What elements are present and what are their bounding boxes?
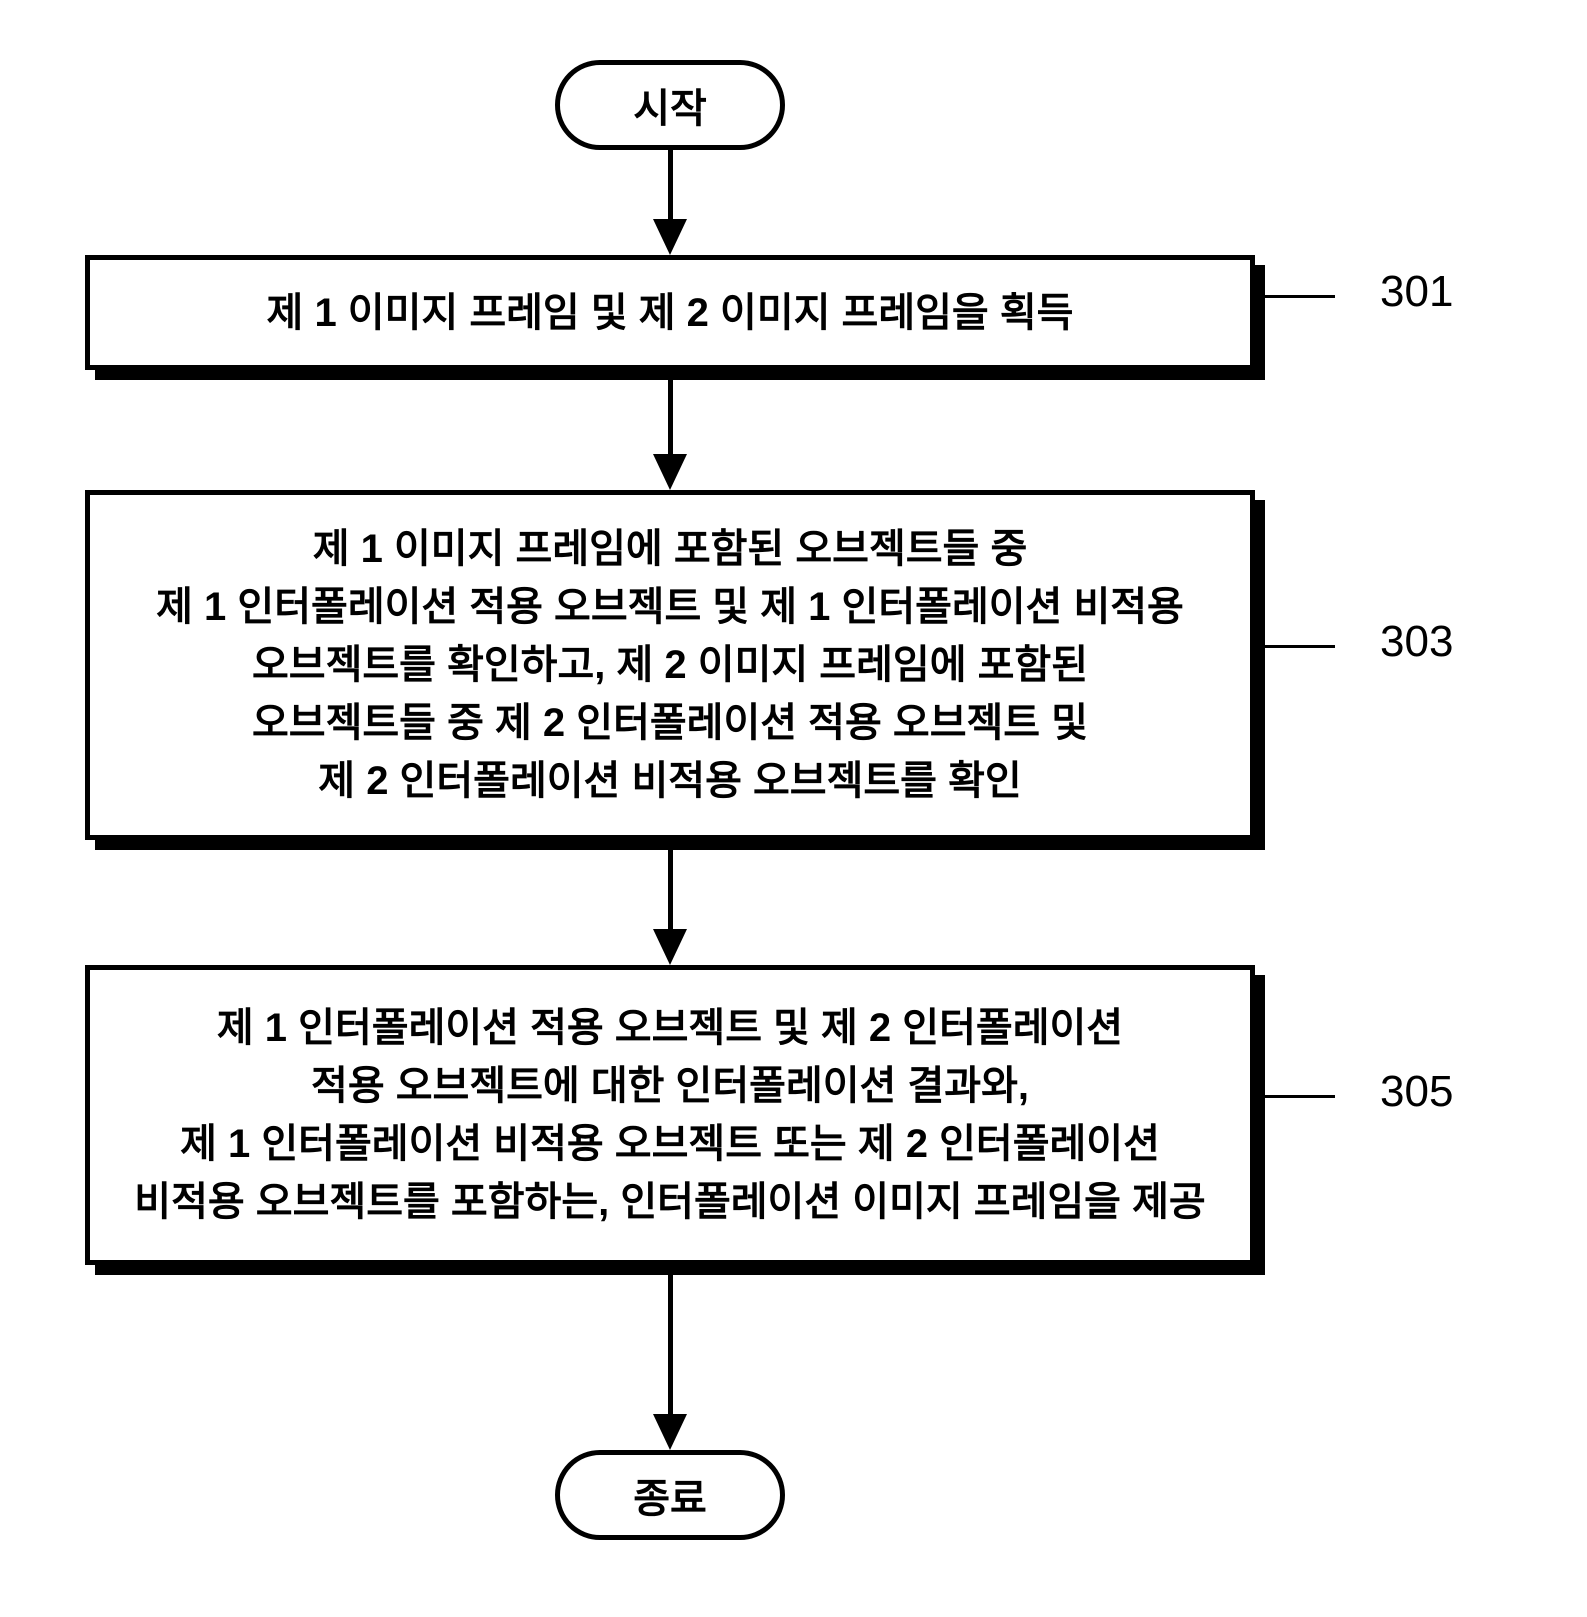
process-shadow — [1255, 265, 1265, 380]
process-shadow — [95, 370, 1265, 380]
arrow-head-icon — [653, 219, 687, 255]
ref-label-301: 301 — [1380, 267, 1453, 317]
arrow-line — [668, 850, 673, 933]
process-step-301: 제 1 이미지 프레임 및 제 2 이미지 프레임을 획득 — [85, 255, 1255, 370]
flowchart-canvas: 시작제 1 이미지 프레임 및 제 2 이미지 프레임을 획득 301 제 1 이미… — [0, 0, 1587, 1617]
arrow-head-icon — [653, 929, 687, 965]
process-shadow — [95, 840, 1265, 850]
process-step-303: 제 1 이미지 프레임에 포함된 오브젝트들 중 제 1 인터폴레이션 적용 오… — [85, 490, 1255, 840]
arrow-head-icon — [653, 1414, 687, 1450]
process-shadow — [1255, 500, 1265, 850]
ref-tick-303 — [1265, 645, 1335, 648]
arrow-line — [668, 150, 673, 223]
ref-tick-301 — [1265, 295, 1335, 298]
process-shadow — [95, 1265, 1265, 1275]
arrow-line — [668, 1275, 673, 1418]
process-step-305: 제 1 인터폴레이션 적용 오브젝트 및 제 2 인터폴레이션 적용 오브젝트에… — [85, 965, 1255, 1265]
ref-label-305: 305 — [1380, 1067, 1453, 1117]
arrow-head-icon — [653, 454, 687, 490]
ref-tick-305 — [1265, 1095, 1335, 1098]
terminal-start: 시작 — [555, 60, 785, 150]
process-shadow — [1255, 975, 1265, 1275]
terminal-end: 종료 — [555, 1450, 785, 1540]
ref-label-303: 303 — [1380, 617, 1453, 667]
arrow-line — [668, 380, 673, 458]
